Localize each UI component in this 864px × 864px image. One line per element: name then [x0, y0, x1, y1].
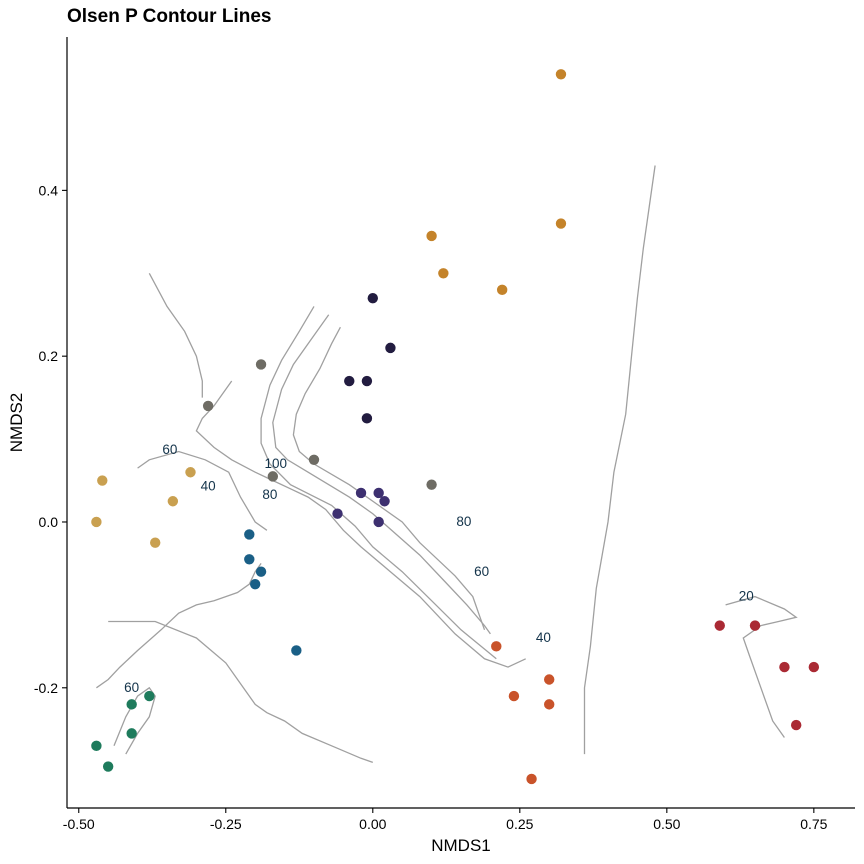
x-tick-label: -0.50 [63, 816, 95, 832]
x-tick-label: 0.75 [800, 816, 827, 832]
contour-line [137, 450, 268, 531]
data-point [714, 620, 725, 631]
contour-label: 60 [124, 680, 139, 695]
data-point [508, 690, 520, 702]
contour-label: 100 [264, 456, 287, 471]
data-point [555, 218, 567, 229]
data-point [97, 475, 108, 486]
contour-line [108, 620, 374, 764]
data-point [491, 641, 502, 652]
data-point [544, 674, 555, 685]
contour-label: 40 [536, 630, 551, 645]
y-tick-label: 0.2 [39, 348, 59, 364]
data-point [255, 359, 267, 370]
x-tick-label: -0.25 [210, 816, 242, 832]
data-point [332, 508, 343, 519]
contour-line [96, 563, 262, 689]
data-point [185, 467, 196, 478]
contour-line [195, 380, 526, 668]
y-tick-label: -0.2 [34, 680, 58, 696]
data-point [91, 740, 102, 752]
data-point [150, 537, 161, 548]
chart-title: Olsen P Contour Lines [67, 6, 272, 27]
data-point [426, 230, 437, 242]
data-point [544, 699, 555, 710]
data-point [308, 454, 320, 466]
data-point [361, 375, 373, 387]
contour-label: 60 [474, 564, 489, 579]
contour-labels-group: 100 80 60 40 80 60 40 20 60 [124, 442, 754, 695]
data-point [526, 773, 537, 785]
y-tick-label: 0.0 [39, 514, 59, 530]
data-point [167, 496, 179, 507]
contour-line [583, 165, 656, 755]
data-point [355, 487, 367, 499]
data-point [373, 487, 384, 499]
x-tick-label: 0.00 [359, 816, 386, 832]
data-point [344, 375, 355, 387]
data-point [373, 516, 384, 528]
data-point [102, 761, 114, 772]
data-point [385, 342, 396, 354]
data-point [255, 566, 267, 577]
contour-line [292, 326, 486, 631]
contour-label: 40 [201, 478, 216, 493]
contour-label: 80 [262, 487, 277, 502]
contour-line [260, 306, 497, 660]
x-axis-title: NMDS1 [431, 836, 491, 855]
data-point [438, 268, 449, 279]
y-axis-title: NMDS2 [7, 393, 26, 453]
data-point [379, 496, 390, 507]
data-point [749, 620, 761, 631]
data-point [496, 284, 508, 296]
data-point [267, 471, 279, 482]
data-point [202, 400, 214, 412]
x-axis-ticks: -0.50 -0.25 0.00 0.25 0.50 0.75 [63, 808, 828, 832]
data-point [555, 69, 567, 80]
contour-line [725, 595, 798, 738]
data-point [361, 413, 373, 424]
contour-line [272, 314, 491, 635]
data-point [91, 516, 102, 528]
data-point [244, 529, 255, 540]
contour-label: 80 [456, 514, 471, 529]
contour-label: 20 [739, 589, 754, 604]
data-point [244, 554, 255, 565]
data-point [790, 719, 802, 731]
data-point [808, 661, 820, 673]
y-axis-ticks: -0.2 0.0 0.2 0.4 [34, 182, 67, 696]
data-point [426, 479, 437, 490]
x-tick-label: 0.25 [506, 816, 533, 832]
data-point [126, 728, 137, 739]
data-point [144, 690, 155, 702]
contour-label: 60 [162, 442, 177, 457]
data-point [291, 645, 302, 656]
data-point [367, 292, 378, 304]
contour-lines-group [96, 165, 798, 764]
data-point [249, 578, 261, 590]
y-tick-label: 0.4 [39, 182, 59, 198]
data-points-group [91, 69, 820, 785]
x-tick-label: 0.50 [653, 816, 680, 832]
data-point [126, 699, 137, 710]
data-point [779, 661, 790, 673]
contour-line [148, 272, 203, 398]
